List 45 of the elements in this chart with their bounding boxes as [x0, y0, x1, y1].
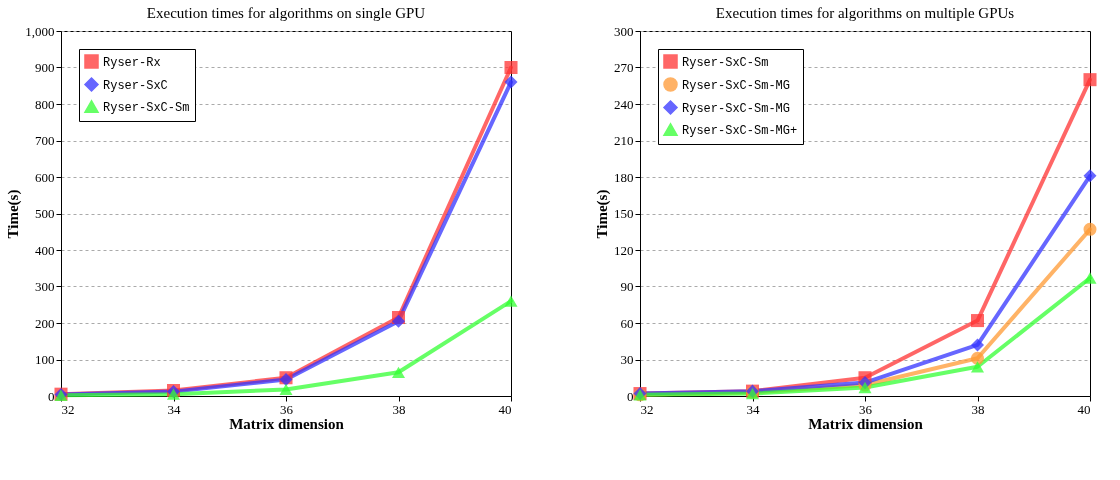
chart-title: Execution times for algorithms on multiple GPUs [715, 5, 1015, 21]
y-tick-label: 400 [35, 242, 55, 258]
legend-label: Ryser-SxC-Sm-MG [682, 101, 791, 116]
legend-label: Ryser-SxC-Sm [103, 100, 190, 115]
x-tick-label: 36 [280, 401, 294, 417]
x-axis-title: Matrix dimension [808, 415, 924, 432]
legend-label: Ryser-SxC-Sm-MG [682, 78, 791, 93]
y-tick-label: 150 [614, 206, 634, 221]
y-tick-label: 900 [35, 60, 55, 75]
y-axis-title: Time(s) [594, 189, 611, 239]
y-tick-label: 100 [35, 352, 55, 367]
legend-label: Ryser-SxC-Sm [682, 55, 769, 70]
y-tick-label: 240 [614, 96, 634, 112]
y-tick-label: 0 [48, 388, 55, 404]
x-tick-label: 38 [971, 401, 985, 417]
x-tick-label: 32 [61, 401, 75, 417]
y-tick-label: 210 [614, 133, 634, 148]
y-tick-label: 700 [35, 133, 55, 148]
x-axis-title: Matrix dimension [229, 415, 345, 432]
y-tick-label: 800 [35, 96, 55, 112]
x-tick-label: 34 [746, 401, 760, 417]
x-tick-label: 38 [392, 401, 406, 417]
y-tick-label: 180 [614, 169, 634, 185]
y-tick-label: 30 [620, 352, 634, 367]
x-tick-label: 40 [498, 401, 512, 417]
legend-label: Ryser-Rx [103, 55, 161, 70]
x-tick-label: 36 [859, 401, 873, 417]
y-tick-label: 120 [614, 242, 634, 258]
y-tick-label: 1,000 [25, 23, 55, 39]
chart-title: Execution times for algorithms on single GPU [146, 5, 426, 21]
x-tick-label: 32 [640, 401, 654, 417]
legend-label: Ryser-SxC [103, 78, 168, 93]
y-tick-label: 90 [620, 279, 634, 294]
y-tick-label: 500 [35, 206, 55, 221]
y-tick-label: 200 [35, 315, 55, 331]
y-tick-label: 600 [35, 169, 55, 185]
x-tick-label: 34 [167, 401, 181, 417]
y-tick-label: 300 [35, 279, 55, 294]
y-axis-title: Time(s) [5, 189, 23, 239]
y-tick-label: 270 [614, 60, 634, 75]
legend-label: Ryser-SxC-Sm-MG+ [682, 123, 798, 138]
y-tick-label: 300 [614, 23, 634, 39]
x-tick-label: 40 [1077, 401, 1091, 417]
y-tick-label: 60 [620, 315, 634, 331]
y-tick-label: 0 [627, 388, 634, 404]
